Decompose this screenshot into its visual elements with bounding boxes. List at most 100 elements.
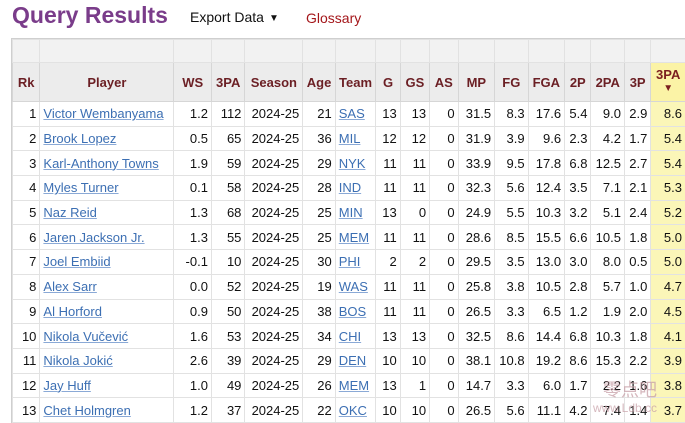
cell-gs: 11 bbox=[399, 224, 431, 251]
table-row: 6 Jaren Jackson Jr. 1.3 55 2024-25 25 MEM 11 11 0… bbox=[12, 224, 685, 251]
cell-team[interactable]: PHI bbox=[334, 249, 377, 275]
team-link[interactable]: MEM bbox=[338, 377, 370, 393]
cell-team[interactable]: OKC bbox=[334, 397, 377, 423]
export-data-menu[interactable]: Export Data ▼ bbox=[190, 9, 279, 25]
cell-3pa-total: 112 bbox=[210, 101, 246, 127]
cell-gs: 11 bbox=[399, 175, 431, 201]
column-header-gs[interactable]: GS bbox=[399, 62, 431, 102]
team-link[interactable]: IND bbox=[338, 180, 362, 196]
cell-team[interactable]: DEN bbox=[334, 347, 377, 374]
cell-3p: 1.8 bbox=[623, 224, 652, 251]
column-header-fga[interactable]: FGA bbox=[527, 62, 566, 102]
export-data-label: Export Data bbox=[190, 9, 264, 25]
table-row: 11 Nikola Jokić 2.6 39 2024-25 29 DEN 10 10 0 38.1… bbox=[12, 347, 685, 374]
team-link[interactable]: SAS bbox=[338, 106, 365, 122]
cell-player[interactable]: Chet Holmgren bbox=[39, 397, 175, 423]
team-link[interactable]: NYK bbox=[338, 155, 366, 171]
column-header-2pa[interactable]: 2PA bbox=[590, 62, 625, 102]
cell-team[interactable]: NYK bbox=[334, 150, 377, 177]
cell-team[interactable]: WAS bbox=[334, 273, 377, 300]
cell-player[interactable]: Joel Embiid bbox=[39, 249, 175, 275]
column-header-3p[interactable]: 3P bbox=[623, 62, 652, 102]
column-header-as[interactable]: AS bbox=[429, 62, 459, 102]
cell-team[interactable]: MEM bbox=[334, 224, 377, 251]
cell-team[interactable]: BOS bbox=[334, 298, 377, 325]
player-link[interactable]: Nikola Vučević bbox=[43, 328, 129, 344]
team-link[interactable]: BOS bbox=[338, 303, 367, 319]
cell-team[interactable]: MEM bbox=[334, 372, 377, 399]
player-link[interactable]: Myles Turner bbox=[43, 180, 119, 196]
cell-player[interactable]: Naz Reid bbox=[39, 199, 175, 226]
player-link[interactable]: Nikola Jokić bbox=[43, 353, 113, 369]
player-link[interactable]: Brook Lopez bbox=[43, 131, 117, 147]
cell-2pa: 10.5 bbox=[590, 224, 625, 251]
column-header-ws[interactable]: WS bbox=[173, 62, 212, 102]
column-header-age[interactable]: Age bbox=[302, 62, 336, 102]
cell-rk: 5 bbox=[12, 199, 41, 226]
cell-gs: 13 bbox=[399, 101, 431, 127]
team-link[interactable]: PHI bbox=[338, 254, 361, 270]
results-table-container[interactable]: Rk Player WS 3PA Season Age Team G GS AS… bbox=[11, 38, 685, 423]
cell-as: 0 bbox=[429, 199, 459, 226]
team-link[interactable]: DEN bbox=[338, 353, 367, 369]
cell-rk: 9 bbox=[12, 298, 41, 325]
team-link[interactable]: CHI bbox=[338, 328, 362, 344]
column-header-team[interactable]: Team bbox=[334, 62, 377, 102]
cell-player[interactable]: Jaren Jackson Jr. bbox=[39, 224, 175, 251]
cell-player[interactable]: Brook Lopez bbox=[39, 125, 175, 152]
cell-ws: 0.5 bbox=[173, 125, 212, 152]
column-header-g[interactable]: G bbox=[375, 62, 401, 102]
cell-team[interactable]: MIN bbox=[334, 199, 377, 226]
glossary-link[interactable]: Glossary bbox=[306, 10, 362, 26]
cell-player[interactable]: Victor Wembanyama bbox=[39, 101, 175, 127]
cell-2p: 3.0 bbox=[564, 249, 592, 275]
results-header: Query Results Export Data ▼ Glossary bbox=[0, 0, 685, 36]
team-link[interactable]: MEM bbox=[338, 229, 370, 245]
player-link[interactable]: Jay Huff bbox=[43, 377, 91, 393]
cell-player[interactable]: Jay Huff bbox=[39, 372, 175, 399]
cell-player[interactable]: Alex Sarr bbox=[39, 273, 175, 300]
team-link[interactable]: MIN bbox=[338, 205, 363, 221]
cell-team[interactable]: SAS bbox=[334, 101, 377, 127]
column-header-fg[interactable]: FG bbox=[494, 62, 529, 102]
cell-team[interactable]: CHI bbox=[334, 323, 377, 349]
cell-gs: 10 bbox=[399, 347, 431, 374]
column-header-player[interactable]: Player bbox=[39, 62, 175, 102]
column-header-3pa-total[interactable]: 3PA bbox=[210, 62, 246, 102]
column-header-2p[interactable]: 2P bbox=[564, 62, 592, 102]
column-header-3pa-sorted[interactable]: 3PA ▼ bbox=[650, 62, 685, 102]
cell-team[interactable]: IND bbox=[334, 175, 377, 201]
player-link[interactable]: Alex Sarr bbox=[43, 279, 97, 295]
column-header-mp[interactable]: MP bbox=[457, 62, 496, 102]
player-link[interactable]: Naz Reid bbox=[43, 205, 97, 221]
team-link[interactable]: OKC bbox=[338, 402, 367, 418]
cell-3pa-total: 50 bbox=[210, 298, 246, 325]
cell-player[interactable]: Al Horford bbox=[39, 298, 175, 325]
player-link[interactable]: Jaren Jackson Jr. bbox=[43, 229, 145, 245]
column-header-season[interactable]: Season bbox=[244, 62, 304, 102]
cell-team[interactable]: MIL bbox=[334, 125, 377, 152]
player-link[interactable]: Victor Wembanyama bbox=[43, 106, 164, 122]
cell-fg: 10.8 bbox=[494, 347, 529, 374]
cell-season: 2024-25 bbox=[244, 199, 304, 226]
cell-player[interactable]: Nikola Vučević bbox=[39, 323, 175, 349]
player-link[interactable]: Chet Holmgren bbox=[43, 402, 131, 418]
cell-g: 11 bbox=[375, 298, 401, 325]
cell-2p: 1.2 bbox=[564, 298, 592, 325]
cell-season: 2024-25 bbox=[244, 372, 304, 399]
team-link[interactable]: MIL bbox=[338, 131, 361, 147]
cell-3pa: 3.9 bbox=[650, 347, 685, 374]
player-link[interactable]: Al Horford bbox=[43, 303, 102, 319]
cell-player[interactable]: Karl-Anthony Towns bbox=[39, 150, 175, 177]
team-link[interactable]: WAS bbox=[338, 279, 368, 295]
cell-player[interactable]: Nikola Jokić bbox=[39, 347, 175, 374]
column-header-rk[interactable]: Rk bbox=[12, 62, 41, 102]
player-link[interactable]: Joel Embiid bbox=[43, 254, 111, 270]
cell-player[interactable]: Myles Turner bbox=[39, 175, 175, 201]
cell-rk: 7 bbox=[12, 249, 41, 275]
player-link[interactable]: Karl-Anthony Towns bbox=[43, 155, 159, 171]
cell-3pa: 4.5 bbox=[650, 298, 685, 325]
cell-rk: 1 bbox=[12, 101, 41, 127]
cell-age: 34 bbox=[302, 323, 336, 349]
cell-fga: 6.5 bbox=[527, 298, 566, 325]
